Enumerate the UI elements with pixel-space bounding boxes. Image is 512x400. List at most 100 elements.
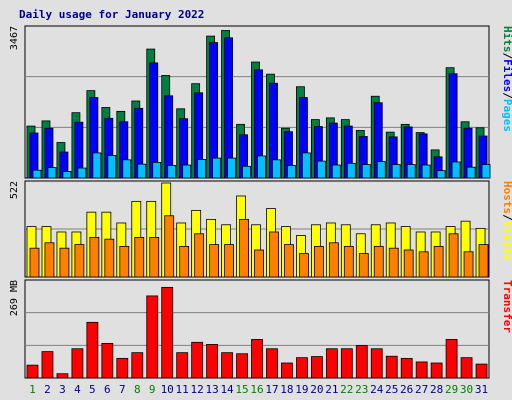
bar-transfer-day-9 [146,295,159,379]
day-label-3: 3 [59,383,66,396]
day-label-4: 4 [74,383,81,396]
bar-transfer-day-17 [266,348,278,379]
legend-part: Visits [501,221,512,261]
bar-hosts-day-23 [358,253,369,278]
bar-hosts-day-13 [209,244,220,278]
bar-transfer-day-10 [161,286,174,379]
bar-hosts-day-9 [149,236,160,278]
bar-transfer-day-11 [176,352,189,379]
bar-transfer-day-25 [385,355,398,379]
legend-part: Transfer [501,280,512,333]
day-label-10: 10 [161,383,174,396]
legend-part: Hosts [501,181,512,214]
y-max-label: 269 MB [9,280,20,316]
day-label-1: 1 [29,383,36,396]
bar-hosts-day-17 [269,231,279,278]
bar-transfer-day-16 [251,339,263,379]
bar-hosts-day-28 [433,245,444,278]
bar-hosts-day-15 [239,218,249,278]
bar-pages-day-12 [197,158,207,179]
bar-hosts-day-1 [29,247,40,278]
bar-hosts-day-8 [134,236,145,278]
day-axis-labels: 1 2 3 4 5 6 7 8 9 10 11 12 13 14 15 16 17 18 19 20 21 22 23 24 2… [29,383,488,396]
day-label-6: 6 [104,383,111,396]
bar-hosts-day-19 [299,253,309,278]
day-label-21: 21 [325,383,338,396]
legend-part: Hits [501,26,512,53]
bar-transfer-day-30 [460,357,473,379]
legend-label-hits-files-pages: Hits/Files/Pages [501,26,512,132]
day-label-29: 29 [445,383,458,396]
bar-pages-day-22 [346,162,356,179]
bar-transfer-day-22 [340,348,353,379]
bar-transfer-day-12 [191,341,204,379]
day-label-15: 15 [235,383,248,396]
bar-transfer-day-14 [221,352,233,379]
bar-pages-day-24 [376,161,386,179]
bar-transfer-day-20 [310,356,323,379]
bar-hosts-day-27 [418,251,429,278]
bar-pages-day-27 [421,164,431,179]
bar-transfer-day-21 [325,348,338,379]
day-label-7: 7 [119,383,126,396]
legend-label-transfer: Transfer [501,280,512,333]
panel-transfer: 269 MB Transfer [9,279,512,379]
bar-pages-day-10 [167,165,177,179]
bar-hosts-day-7 [119,245,130,278]
bar-hosts-day-31 [478,244,489,278]
bar-pages-day-17 [272,159,281,179]
bar-transfer-day-13 [206,344,219,379]
day-label-2: 2 [44,383,51,396]
day-label-30: 30 [460,383,473,396]
bar-transfer-day-18 [281,362,293,379]
day-label-16: 16 [250,383,263,396]
day-label-31: 31 [475,383,488,396]
bar-transfer-day-6 [101,342,114,379]
bar-hosts-day-4 [74,244,85,278]
day-label-25: 25 [385,383,398,396]
bar-pages-day-30 [466,166,476,179]
bar-files-day-13 [209,42,219,179]
bar-pages-day-19 [302,152,311,179]
day-label-13: 13 [205,383,218,396]
bar-pages-day-15 [242,165,251,179]
bar-hosts-day-24 [373,245,384,278]
panel-hosts-visits: 522 Hosts/Visits [9,180,512,278]
day-label-5: 5 [89,383,96,396]
day-label-22: 22 [340,383,353,396]
bar-hosts-day-6 [104,238,115,278]
bar-pages-day-4 [77,167,87,179]
bar-pages-day-1 [32,169,42,179]
bar-hosts-day-10 [164,215,175,278]
y-max-label: 3467 [9,26,20,50]
bar-pages-day-9 [152,162,162,179]
day-label-17: 17 [265,383,278,396]
bar-pages-day-7 [122,159,132,179]
bar-hosts-day-20 [313,245,324,278]
bar-hosts-day-26 [403,249,414,278]
legend-part: Files [501,59,512,92]
bar-pages-day-31 [481,164,491,179]
bar-hosts-day-16 [254,249,264,278]
bar-pages-day-25 [391,164,401,179]
bar-hosts-day-18 [284,244,294,278]
day-label-9: 9 [149,383,156,396]
bar-hosts-day-29 [448,233,459,278]
day-label-14: 14 [220,383,234,396]
bar-transfer-day-5 [86,321,99,379]
bar-hosts-day-25 [388,247,399,278]
bar-transfer-day-4 [71,348,84,379]
day-label-20: 20 [310,383,323,396]
legend-label-hosts-visits: Hosts/Visits [501,181,512,261]
day-label-24: 24 [370,383,384,396]
bar-hosts-day-14 [224,244,234,278]
bar-transfer-day-24 [370,348,383,379]
bar-transfer-day-28 [430,362,443,379]
day-label-18: 18 [280,383,293,396]
bar-hosts-day-22 [343,245,354,278]
bar-hosts-day-12 [194,233,205,278]
bar-transfer-day-31 [475,363,488,379]
bar-pages-day-2 [47,167,57,179]
bar-hosts-day-3 [59,247,70,278]
